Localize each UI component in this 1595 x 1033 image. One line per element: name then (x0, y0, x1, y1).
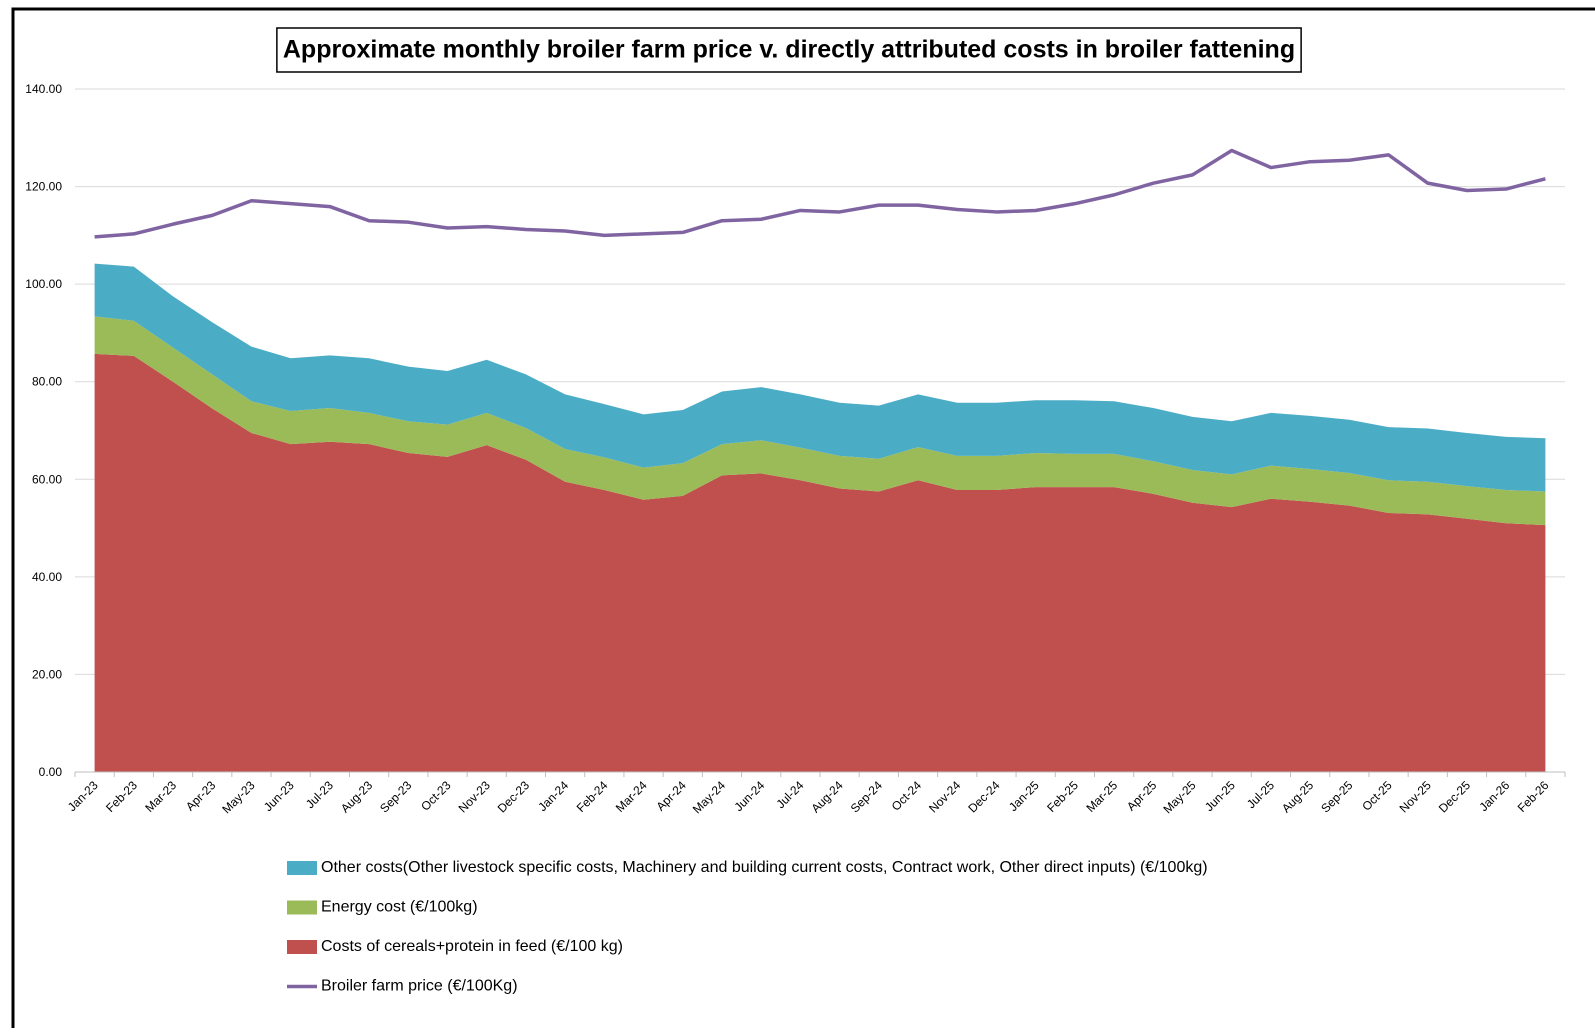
x-tick-label: Feb-26 (1515, 778, 1552, 815)
x-tick-label: Aug-25 (1279, 778, 1316, 815)
legend-label: Energy cost (€/100kg) (321, 899, 478, 916)
x-tick-label: Mar-25 (1083, 778, 1120, 815)
x-tick-label: Nov-25 (1397, 778, 1434, 815)
y-tick-label: 140.00 (25, 82, 62, 96)
x-tick-label: May-24 (690, 778, 728, 816)
x-tick-label: Jul-25 (1244, 778, 1277, 811)
area (94, 263, 1546, 492)
x-tick-label: Jun-25 (1202, 778, 1238, 814)
line (94, 148, 1546, 239)
x-tick-label: Oct-23 (418, 778, 454, 814)
x-tick-label: Oct-25 (1359, 778, 1395, 814)
title-box (276, 27, 1302, 73)
x-tick-label: Oct-24 (889, 778, 925, 814)
y-tick-label: 120.00 (25, 180, 62, 194)
y-tick-label: 0.00 (39, 765, 63, 779)
x-tick-label: Jan-23 (65, 778, 101, 814)
x-tick-label: Mar-24 (613, 778, 650, 815)
y-tick-label: 80.00 (32, 375, 62, 389)
y-tick-label: 40.00 (32, 570, 62, 584)
x-tick-label: Feb-23 (103, 778, 140, 815)
x-tick-label: Sep-24 (848, 778, 885, 815)
y-tick-label: 60.00 (32, 472, 62, 486)
x-tick-label: Mar-23 (142, 778, 179, 815)
x-tick-label: Sep-23 (377, 778, 414, 815)
x-tick-label: Jul-24 (774, 778, 807, 811)
x-tick-label: Apr-23 (183, 778, 219, 814)
area (94, 316, 1546, 526)
x-tick-label: Sep-25 (1318, 778, 1355, 815)
x-tick-label: Nov-23 (456, 778, 493, 815)
x-tick-label: May-23 (219, 778, 257, 816)
legend-swatch (287, 861, 317, 875)
legend-label: Other costs(Other livestock specific cos… (321, 859, 1208, 876)
x-tick-label: Jan-26 (1476, 778, 1512, 814)
y-tick-label: 100.00 (25, 277, 62, 291)
x-tick-label: Jan-24 (535, 778, 571, 814)
x-tick-label: Jul-23 (303, 778, 336, 811)
x-tick-label: Dec-23 (495, 778, 532, 815)
x-tick-label: Nov-24 (926, 778, 963, 815)
y-tick-label: 20.00 (32, 667, 62, 681)
legend-label: Broiler farm price (€/100Kg) (321, 978, 518, 995)
legend-label: Costs of cereals+protein in feed (€/100 … (321, 938, 623, 955)
x-tick-label: May-25 (1160, 778, 1198, 816)
x-tick-label: Aug-23 (338, 778, 375, 815)
x-tick-label: Apr-25 (1124, 778, 1160, 814)
x-tick-label: Feb-24 (574, 778, 611, 815)
x-tick-label: Aug-24 (808, 778, 845, 815)
x-tick-label: Feb-25 (1044, 778, 1081, 815)
x-tick-label: Dec-24 (965, 778, 1002, 815)
x-tick-label: Apr-24 (654, 778, 690, 814)
legend-swatch (287, 900, 317, 915)
legend-swatch (287, 940, 317, 954)
x-tick-label: Jan-25 (1006, 778, 1042, 814)
chart-title: Approximate monthly broiler farm price v… (283, 36, 1295, 64)
x-tick-label: Jun-24 (731, 778, 767, 814)
x-tick-label: Jun-23 (261, 778, 297, 814)
area (94, 353, 1546, 772)
chart-frame (11, 7, 1595, 1033)
x-tick-label: Dec-25 (1436, 778, 1473, 815)
